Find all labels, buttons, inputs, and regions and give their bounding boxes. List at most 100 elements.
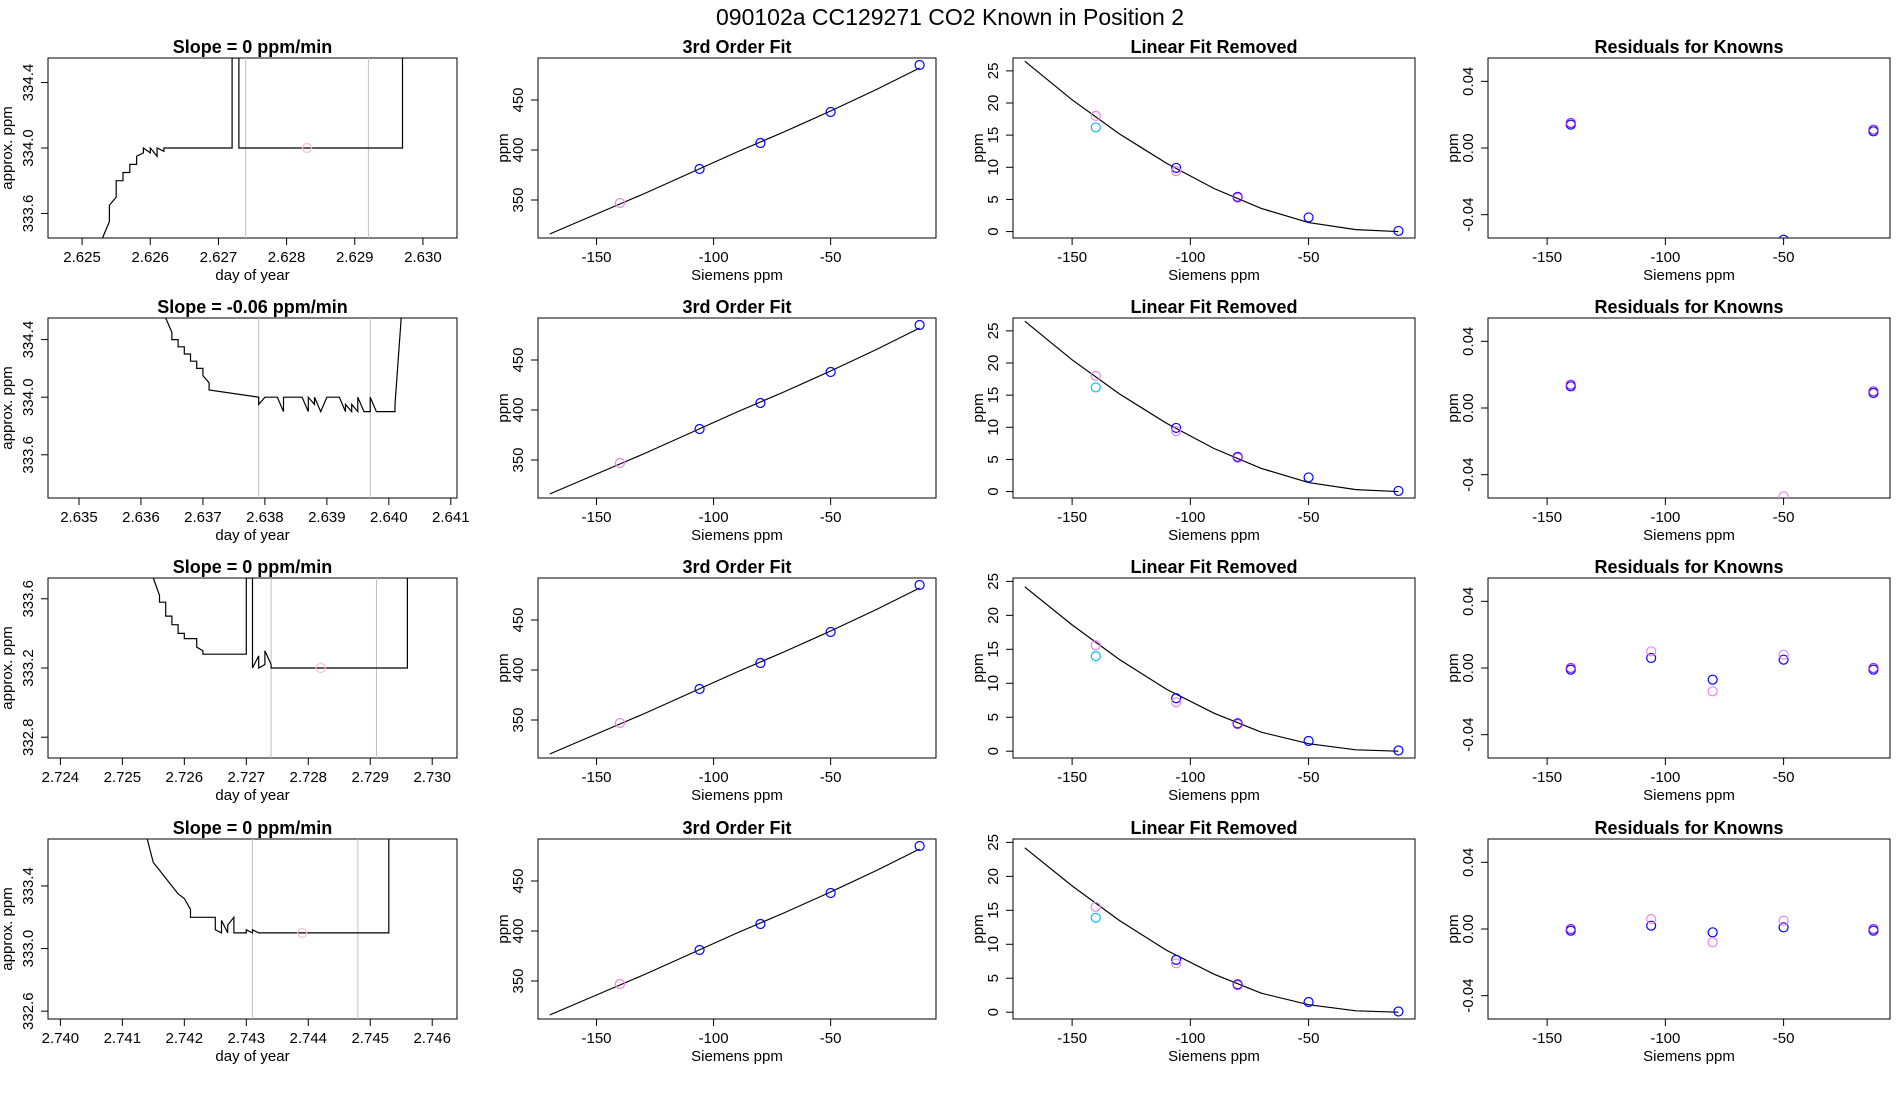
panel-title: Residuals for Knowns: [1594, 557, 1783, 577]
x-tick-label: -50: [1298, 1030, 1320, 1047]
plot-area: [1565, 913, 1879, 948]
x-tick-label: -150: [1532, 1030, 1562, 1047]
data-point: [914, 319, 925, 331]
y-tick-label: 334.4: [20, 321, 37, 359]
panel-0-3: Residuals for Knowns -150 -100 -50 -0.04 0.00…: [1445, 37, 1891, 284]
data-point: [1778, 654, 1789, 665]
x-axis-label: Siemens ppm: [691, 267, 783, 284]
x-tick-label: 2.630: [404, 249, 442, 266]
x-axis-label: Siemens ppm: [1643, 267, 1735, 284]
data-point: [1393, 225, 1404, 237]
panel-grid: Slope = 0 ppm/min 2.625 2.626 2.627 2.628 2.6…: [0, 37, 1891, 1065]
panel-title: Residuals for Knowns: [1594, 297, 1783, 317]
x-tick-label: -100: [699, 509, 729, 526]
fit-curve: [549, 327, 920, 495]
panel-1-3: Residuals for Knowns -150 -100 -50 -0.04 0.00…: [1445, 297, 1891, 544]
data-point: [315, 662, 326, 674]
x-tick-label: -150: [582, 1030, 612, 1047]
data-point: [1090, 640, 1101, 651]
plot-area: [1565, 117, 1879, 238]
y-tick-label: 334.0: [20, 129, 37, 167]
x-tick-label: -100: [1175, 1030, 1205, 1047]
plot-frame: [1487, 317, 1891, 499]
data-point: [1090, 912, 1101, 923]
fit-curve: [1024, 586, 1399, 752]
data-point: [614, 978, 626, 990]
panel-title: Linear Fit Removed: [1130, 297, 1297, 317]
y-axis-label: ppm: [1445, 914, 1462, 943]
data-point: [1090, 370, 1101, 381]
panel-title: 3rd Order Fit: [682, 818, 791, 838]
panel-0-2: Linear Fit Removed -150 -100 -50 0 5 10 15 20 25 S…: [970, 37, 1416, 284]
y-tick-label: 333.0: [20, 930, 37, 968]
y-tick-label: 15: [985, 641, 1002, 658]
y-tick-label: 10: [985, 675, 1002, 692]
plot-frame: [537, 57, 937, 239]
y-tick-label: 0.00: [1460, 653, 1477, 682]
panel-title: Slope = 0 ppm/min: [173, 37, 333, 57]
x-tick-label: -150: [1057, 1030, 1087, 1047]
x-tick-label: 2.639: [308, 509, 346, 526]
x-tick-label: 2.638: [246, 509, 284, 526]
data-point: [1232, 979, 1243, 991]
data-point: [755, 397, 766, 409]
x-tick-label: 2.726: [166, 769, 204, 786]
plot-area: [101, 58, 404, 238]
y-tick-label: 25: [985, 63, 1002, 80]
data-point: [825, 106, 836, 118]
y-tick-label: 5: [985, 974, 1002, 982]
x-tick-label: -50: [820, 1030, 842, 1047]
y-axis-label: approx. ppm: [0, 626, 16, 709]
y-tick-label: -0.04: [1460, 718, 1477, 752]
data-point: [1868, 386, 1879, 397]
panel-3-0: Slope = 0 ppm/min 2.740 2.741 2.742 2.743 2.7…: [0, 818, 458, 1065]
data-point: [1646, 913, 1657, 925]
panel-0-1: 3rd Order Fit -150 -100 -50 350 400 450 Siemens…: [495, 37, 937, 284]
x-axis-label: day of year: [215, 1048, 289, 1065]
data-point: [1171, 697, 1182, 708]
y-tick-label: 25: [985, 323, 1002, 340]
data-point: [1868, 662, 1879, 674]
data-point: [1303, 212, 1314, 223]
data-point: [1171, 166, 1182, 177]
y-tick-label: 332.6: [20, 992, 37, 1030]
plot-area: [1565, 646, 1879, 697]
panel-2-0: Slope = 0 ppm/min 2.724 2.725 2.726 2.727 2.7…: [0, 557, 458, 804]
x-tick-label: 2.743: [228, 1030, 266, 1047]
x-axis-label: Siemens ppm: [691, 787, 783, 804]
panel-title: 3rd Order Fit: [682, 297, 791, 317]
y-tick-label: 5: [985, 195, 1002, 203]
data-point: [1707, 927, 1718, 938]
x-tick-label: -150: [582, 769, 612, 786]
y-tick-label: 334.4: [20, 64, 37, 102]
x-tick-label: 2.725: [104, 769, 142, 786]
x-tick-label: 2.727: [228, 769, 266, 786]
panel-title: Linear Fit Removed: [1130, 557, 1297, 577]
y-axis-label: ppm: [970, 914, 987, 943]
x-axis-label: Siemens ppm: [1168, 1048, 1260, 1065]
y-axis-label: ppm: [495, 133, 512, 162]
data-point: [755, 657, 766, 669]
x-tick-label: 2.740: [42, 1030, 80, 1047]
x-tick-label: -100: [1175, 249, 1205, 266]
panel-2-3: Residuals for Knowns -150 -100 -50 -0.04 0.00…: [1445, 557, 1891, 804]
trace-line: [165, 318, 402, 414]
trace-line: [146, 839, 390, 934]
x-tick-label: -100: [1650, 769, 1680, 786]
plot-area: [549, 59, 925, 235]
y-tick-label: 20: [985, 607, 1002, 624]
plot-area: [152, 578, 408, 758]
panel-1-0: Slope = -0.06 ppm/min 2.635 2.636 2.637 2.63…: [0, 297, 470, 544]
panel-3-1: 3rd Order Fit -150 -100 -50 350 400 450 Siemens…: [495, 818, 937, 1065]
data-point: [825, 887, 836, 899]
data-point: [1171, 693, 1182, 704]
y-tick-label: 350: [510, 447, 527, 472]
y-tick-label: 333.6: [20, 195, 37, 233]
x-tick-label: 2.627: [200, 249, 238, 266]
y-tick-label: 333.4: [20, 867, 37, 905]
x-tick-label: -50: [820, 769, 842, 786]
data-point: [1090, 110, 1101, 121]
y-tick-label: 450: [510, 87, 527, 112]
data-point: [1171, 954, 1182, 966]
x-tick-label: -50: [1298, 249, 1320, 266]
